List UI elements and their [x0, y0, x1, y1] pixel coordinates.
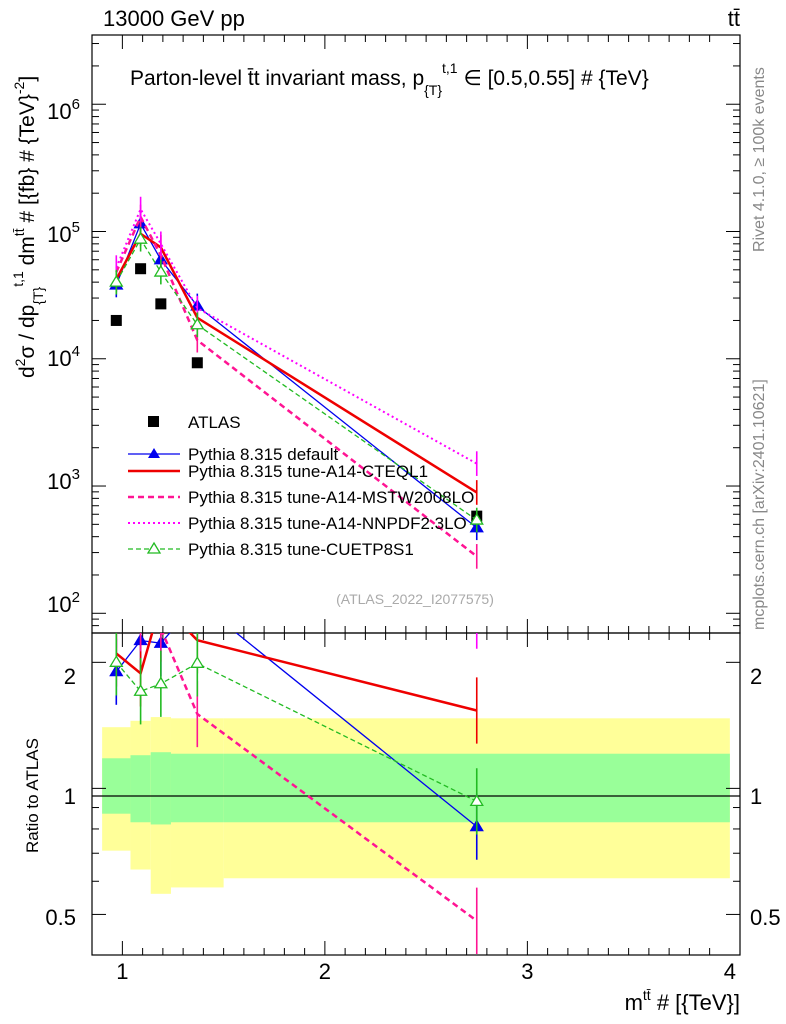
ratio-tick-label-0.5: 0.5 — [45, 905, 76, 930]
ratio-tick-label-2: 2 — [64, 664, 76, 689]
ratio-tick-labels: 2 1 0.5 2 1 0.5 — [45, 664, 780, 930]
ratio-marker — [133, 683, 148, 696]
y-axis-label: d2σ / dp{T}t,1 dmtt̄ # [{fb} # {TeV}-2] — [10, 76, 46, 378]
x-axis-label: mtt̄ # [{TeV}] — [625, 987, 740, 1015]
legend-entry-default: Pythia 8.315 default — [128, 445, 339, 464]
series-marker — [469, 512, 484, 525]
legend-marker-default — [148, 448, 160, 458]
legend-entry-cuetp8s1: Pythia 8.315 tune-CUETP8S1 — [128, 540, 414, 559]
ratio-marker — [153, 676, 168, 689]
atlas-data-point — [155, 298, 167, 310]
ratio-marker — [191, 595, 203, 605]
ratio-marker — [190, 656, 205, 668]
legend-label: Pythia 8.315 tune-A14-NNPDF2.3LO — [188, 514, 467, 533]
ratio-panel-frame — [91, 632, 741, 956]
series-line-5 — [115, 237, 478, 521]
legend-entry-nnpdf: Pythia 8.315 tune-A14-NNPDF2.3LO — [128, 514, 467, 533]
series-line-4 — [115, 206, 478, 465]
x-tick-label: 2 — [319, 959, 331, 984]
green-band-bin — [170, 753, 224, 823]
atlas-data-point — [135, 263, 147, 275]
x-tick-label: 4 — [724, 959, 736, 984]
mcplots-label: mcplots.cern.ch [arXiv:2401.10621] — [751, 379, 768, 630]
green-band-bin — [130, 755, 151, 823]
series-marker — [133, 231, 148, 244]
legend-entry-cteql1: Pythia 8.315 tune-A14-CTEQL1 — [128, 462, 428, 481]
y-tick-label-1e6: 106 — [47, 96, 80, 124]
series-marker — [109, 274, 124, 287]
atlas-data-point — [110, 314, 122, 326]
legend: ATLAS Pythia 8.315 default Pythia 8.315 … — [128, 413, 474, 559]
legend-label: Pythia 8.315 tune-A14-CTEQL1 — [188, 462, 428, 481]
ratio-marker — [469, 794, 484, 807]
x-tick-label: 1 — [116, 959, 128, 984]
legend-marker-cuetp8s1 — [146, 541, 162, 554]
legend-marker-atlas — [148, 416, 159, 427]
header-process: tt̄ — [728, 6, 740, 31]
ratio-tick-label-1-right: 1 — [750, 784, 762, 809]
y-tick-labels: 102 103 104 105 106 — [47, 96, 80, 617]
axis-ticks — [92, 35, 740, 955]
legend-label: Pythia 8.315 tune-A14-MSTW2008LO — [188, 488, 474, 507]
y-tick-label-1e2: 102 — [47, 589, 80, 617]
series-marker — [190, 317, 205, 330]
ratio-axis-label: Ratio to ATLAS — [23, 738, 42, 853]
ratio-tick-label-0.5-right: 0.5 — [750, 905, 781, 930]
legend-label: Pythia 8.315 tune-CUETP8S1 — [188, 540, 414, 559]
series-marker — [153, 264, 168, 277]
legend-entry-atlas: ATLAS — [148, 413, 241, 432]
header-energy: 13000 GeV pp — [103, 6, 245, 31]
green-band-bin — [102, 758, 131, 814]
x-tick-labels: 1 2 3 4 — [116, 959, 736, 984]
atlas-data-point — [191, 357, 203, 369]
green-band-bin — [150, 752, 171, 825]
x-tick-label: 3 — [521, 959, 533, 984]
y-tick-label-1e5: 105 — [47, 219, 80, 247]
y-tick-label-1e3: 103 — [47, 466, 80, 494]
ratio-tick-label-2-right: 2 — [750, 664, 762, 689]
legend-label: ATLAS — [188, 413, 241, 432]
ratio-marker — [109, 655, 124, 667]
chart-title: Parton-level t̄t invariant mass, p{T}t,1… — [130, 60, 649, 98]
ratio-series — [109, 595, 484, 954]
ratio-uncertainty-bands — [102, 717, 730, 894]
analysis-watermark: (ATLAS_2022_I2077575) — [336, 591, 494, 607]
legend-label: Pythia 8.315 default — [188, 445, 339, 464]
rivet-label: Rivet 4.1.0, ≥ 100k events — [751, 67, 768, 252]
legend-entry-mstw: Pythia 8.315 tune-A14-MSTW2008LO — [128, 488, 474, 507]
y-tick-label-1e4: 104 — [47, 343, 80, 371]
ratio-tick-label-1: 1 — [64, 784, 76, 809]
main-series — [109, 196, 484, 569]
ratio-line-2 — [115, 633, 478, 712]
